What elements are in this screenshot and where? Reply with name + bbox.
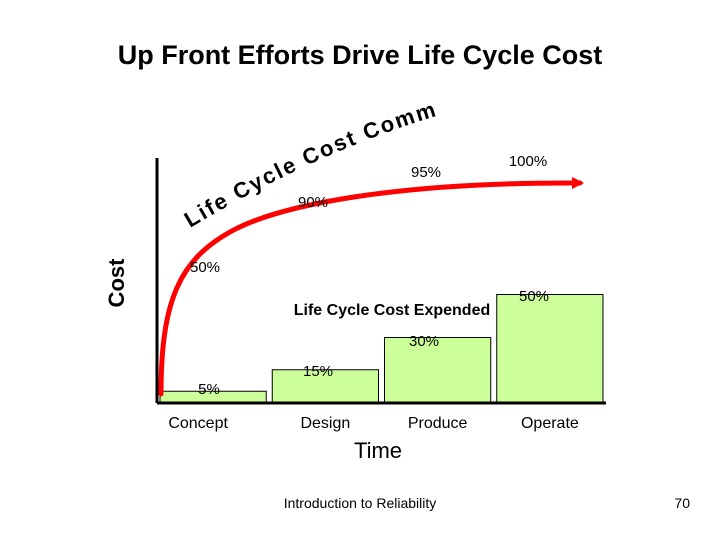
x-tick-label: Concept <box>168 415 228 432</box>
x-tick-label: Operate <box>521 415 579 432</box>
bar-operate <box>496 294 604 403</box>
expended-value-label: 50% <box>519 288 549 305</box>
y-axis-title: Cost <box>104 258 129 308</box>
expended-value-label: 30% <box>409 333 439 350</box>
slide-title: Up Front Efforts Drive Life Cycle Cost <box>117 40 603 70</box>
expended-series-label: Life Cycle Cost Expended <box>294 302 491 319</box>
bar-design <box>271 369 379 403</box>
bar-produce <box>384 337 492 403</box>
x-axis-title: Time <box>354 438 402 463</box>
x-tick-label: Design <box>300 415 350 432</box>
committed-value-label: 100% <box>509 153 547 170</box>
page-number: 70 <box>674 495 690 511</box>
footer-text: Introduction to Reliability <box>283 495 437 511</box>
committed-curve <box>158 176 584 397</box>
committed-value-label: 95% <box>411 164 441 181</box>
expended-value-label: 15% <box>303 363 333 380</box>
x-tick-label: Produce <box>408 415 468 432</box>
expended-value-label: 5% <box>198 381 220 398</box>
committed-value-label: 50% <box>190 259 220 276</box>
curve-label: Life Cycle Cost Committed <box>0 0 440 232</box>
committed-value-label: 90% <box>298 194 328 211</box>
